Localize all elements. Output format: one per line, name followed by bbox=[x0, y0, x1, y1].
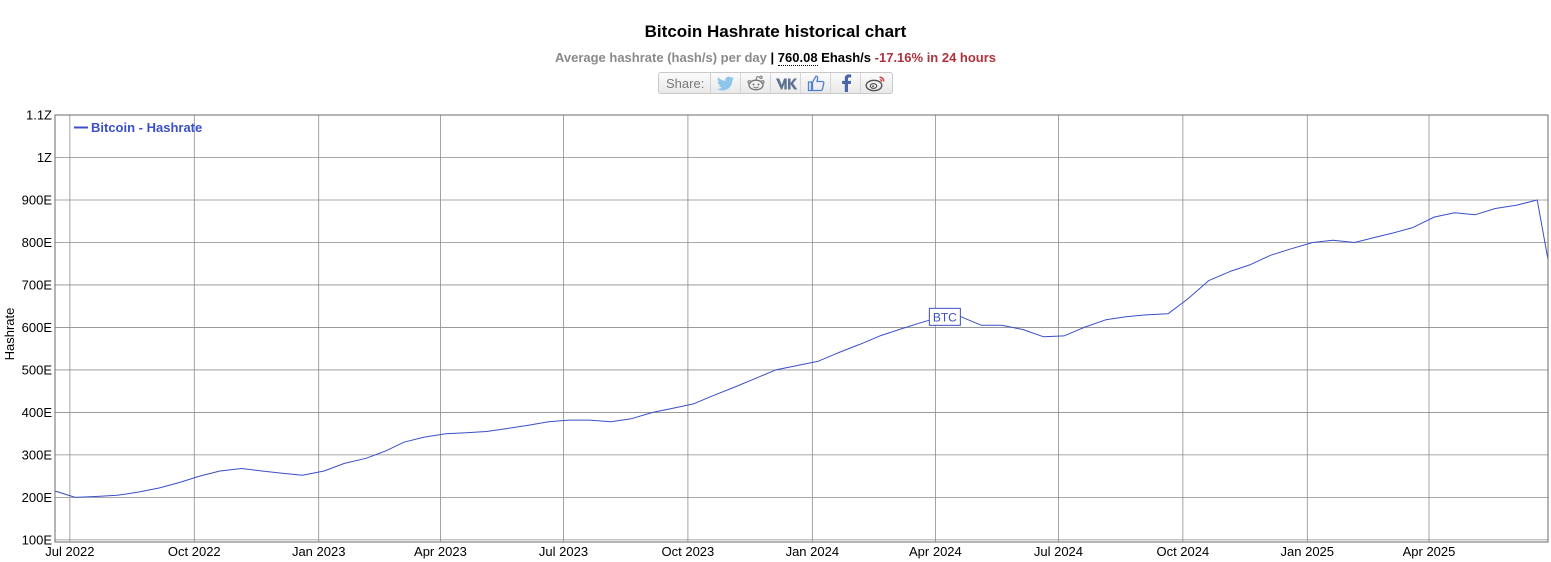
x-tick-label: Jul 2023 bbox=[539, 544, 588, 559]
x-tick-label: Jan 2025 bbox=[1281, 544, 1335, 559]
subtitle-description: Average hashrate (hash/s) per day bbox=[554, 50, 767, 65]
twitter-icon bbox=[716, 76, 734, 90]
chart-grid bbox=[55, 114, 1548, 542]
x-tick-label: Oct 2023 bbox=[662, 544, 715, 559]
y-tick-label: 800E bbox=[22, 235, 53, 250]
y-tick-label: 900E bbox=[22, 192, 53, 207]
x-tick-label: Jul 2022 bbox=[45, 544, 94, 559]
y-axis-ticks: 100E 200E 300E 400E 500E 600E 700E 800E 900E 1Z 1.… bbox=[22, 108, 53, 548]
btc-annotation-label: BTC bbox=[933, 310, 957, 324]
reddit-icon bbox=[747, 75, 765, 91]
y-tick-label: 200E bbox=[22, 490, 53, 505]
y-tick-label: 400E bbox=[22, 405, 53, 420]
hashrate-change-24h: -17.16% in 24 hours bbox=[874, 50, 997, 65]
facebook-icon bbox=[841, 74, 852, 92]
legend-label[interactable]: Bitcoin - Hashrate bbox=[91, 120, 202, 135]
current-hashrate-unit: Ehash/s bbox=[821, 50, 872, 65]
x-tick-label: Apr 2023 bbox=[414, 544, 467, 559]
vk-icon bbox=[775, 78, 797, 89]
facebook-share-button[interactable] bbox=[831, 73, 862, 93]
y-tick-label: 500E bbox=[22, 362, 53, 377]
x-tick-label: Apr 2025 bbox=[1403, 544, 1456, 559]
btc-annotation[interactable]: BTC bbox=[928, 307, 961, 326]
x-tick-label: Oct 2022 bbox=[168, 544, 221, 559]
y-tick-label: 700E bbox=[22, 277, 53, 292]
y-tick-label: 600E bbox=[22, 320, 53, 335]
chart-title: Bitcoin Hashrate historical chart bbox=[644, 22, 907, 41]
reddit-share-button[interactable] bbox=[741, 73, 772, 93]
x-tick-label: Jan 2023 bbox=[292, 544, 346, 559]
y-axis-label: Hashrate bbox=[2, 308, 17, 361]
x-tick-label: Jul 2024 bbox=[1034, 544, 1083, 559]
y-tick-label: 1.1Z bbox=[26, 108, 52, 123]
twitter-share-button[interactable] bbox=[711, 73, 742, 93]
share-bar: Share: bbox=[658, 72, 893, 94]
x-tick-label: Apr 2024 bbox=[909, 544, 962, 559]
series-layer bbox=[54, 199, 1549, 498]
plot-frame bbox=[54, 114, 1549, 543]
chart-subtitle: Average hashrate (hash/s) per day | 760.… bbox=[0, 50, 1551, 66]
x-tick-label: Oct 2024 bbox=[1156, 544, 1209, 559]
btc-annotation-box bbox=[928, 307, 961, 326]
current-hashrate-value[interactable]: 760.08 bbox=[777, 50, 818, 66]
like-icon bbox=[807, 75, 825, 91]
legend[interactable]: Bitcoin - Hashrate bbox=[74, 120, 202, 135]
y-tick-label: 1Z bbox=[37, 150, 52, 165]
y-tick-label: 300E bbox=[22, 447, 53, 462]
vk-share-button[interactable] bbox=[771, 73, 802, 93]
share-label: Share: bbox=[659, 73, 712, 93]
like-share-button[interactable] bbox=[801, 73, 832, 93]
subtitle-separator: | bbox=[770, 50, 775, 65]
hashrate-series-line[interactable] bbox=[54, 199, 1549, 498]
x-axis-ticks: Jul 2022 Oct 2022 Jan 2023 Apr 2023 Jul 2023… bbox=[45, 544, 1455, 559]
weibo-share-button[interactable] bbox=[861, 73, 891, 93]
y-tick-label: 100E bbox=[22, 532, 53, 547]
weibo-icon bbox=[865, 76, 885, 91]
x-tick-label: Jan 2024 bbox=[786, 544, 840, 559]
hashrate-chart[interactable]: 100E 200E 300E 400E 500E 600E 700E 800E 900E 1Z 1.… bbox=[0, 100, 1551, 562]
